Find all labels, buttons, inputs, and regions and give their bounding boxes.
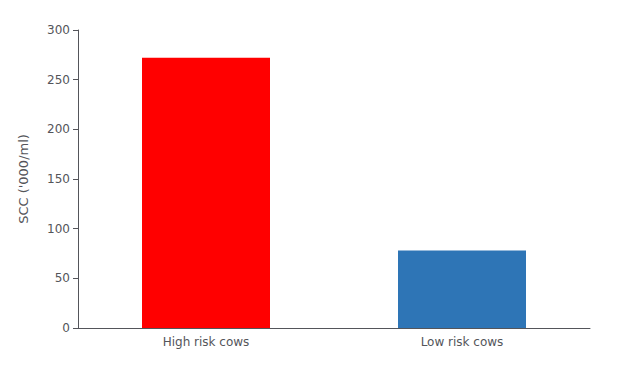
svg-text:SCC ('000/ml): SCC ('000/ml): [16, 134, 31, 224]
svg-text:High risk cows: High risk cows: [163, 335, 250, 349]
svg-text:100: 100: [47, 222, 70, 236]
svg-text:150: 150: [47, 172, 70, 186]
svg-text:50: 50: [55, 271, 70, 285]
svg-text:250: 250: [47, 73, 70, 87]
svg-text:300: 300: [47, 23, 70, 37]
svg-text:0: 0: [62, 321, 70, 335]
svg-text:Low risk cows: Low risk cows: [421, 335, 504, 349]
svg-text:200: 200: [47, 122, 70, 136]
